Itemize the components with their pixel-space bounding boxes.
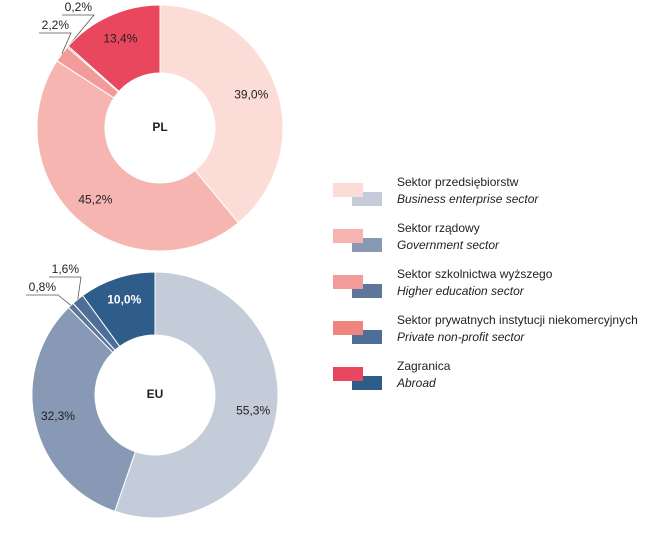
leader-line (26, 294, 72, 306)
legend-label: Sektor rządowy (397, 221, 480, 235)
leader-line (62, 14, 95, 47)
leader-line (39, 32, 72, 55)
legend-label: Business enterprise sector (397, 192, 539, 206)
legend-label: Private non-profit sector (397, 330, 525, 344)
legend-label: Sektor prywatnych instytucji niekomercyj… (397, 313, 638, 327)
legend-swatch (333, 229, 363, 243)
value-label: 45,2% (78, 193, 112, 207)
value-label: 13,4% (103, 32, 137, 46)
value-label: 0,8% (29, 280, 57, 294)
value-label: 1,6% (52, 262, 80, 276)
value-label: 32,3% (41, 409, 75, 423)
slice (82, 271, 156, 348)
legend-label: Zagranica (397, 359, 451, 373)
slice (36, 60, 240, 252)
value-label: 39,0% (234, 87, 268, 101)
slice (114, 271, 279, 519)
value-label: 10,0% (107, 293, 141, 307)
leader-line (49, 276, 82, 300)
legend-label: Abroad (396, 376, 436, 390)
value-label: 55,3% (236, 404, 270, 418)
legend-swatch (333, 321, 363, 335)
value-label: 2,2% (42, 18, 70, 32)
legend-swatch (333, 275, 363, 289)
legend-swatch (333, 367, 363, 381)
slice (159, 4, 284, 224)
center-label: PL (152, 120, 167, 134)
legend-swatch (333, 183, 363, 197)
legend-label: Sektor szkolnictwa wyższego (397, 267, 553, 281)
slice (31, 306, 137, 512)
legend-label: Sektor przedsiębiorstw (397, 175, 519, 189)
value-label: 0,2% (65, 0, 93, 14)
center-label: EU (147, 387, 164, 401)
slice (67, 4, 161, 93)
legend-label: Government sector (397, 238, 500, 252)
legend-label: Higher education sector (397, 284, 525, 298)
